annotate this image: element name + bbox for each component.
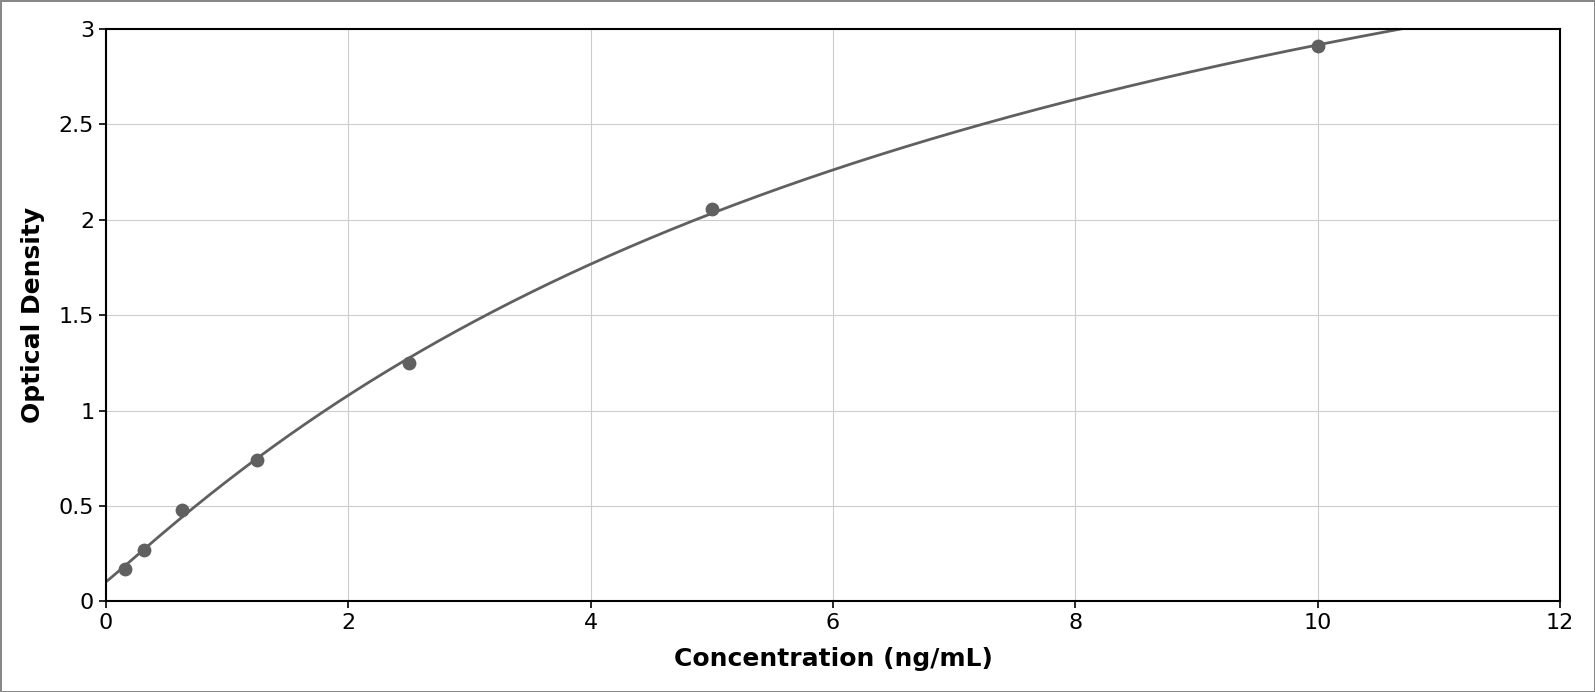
Point (396, 357, 421, 368)
Point (244, 455, 270, 466)
Y-axis label: Optical Density: Optical Density (21, 207, 45, 424)
Point (131, 545, 156, 556)
X-axis label: Concentration (ng/mL): Concentration (ng/mL) (673, 647, 992, 671)
Point (1305, 40, 1330, 51)
Point (699, 203, 724, 215)
Point (112, 563, 137, 574)
Point (169, 504, 195, 516)
